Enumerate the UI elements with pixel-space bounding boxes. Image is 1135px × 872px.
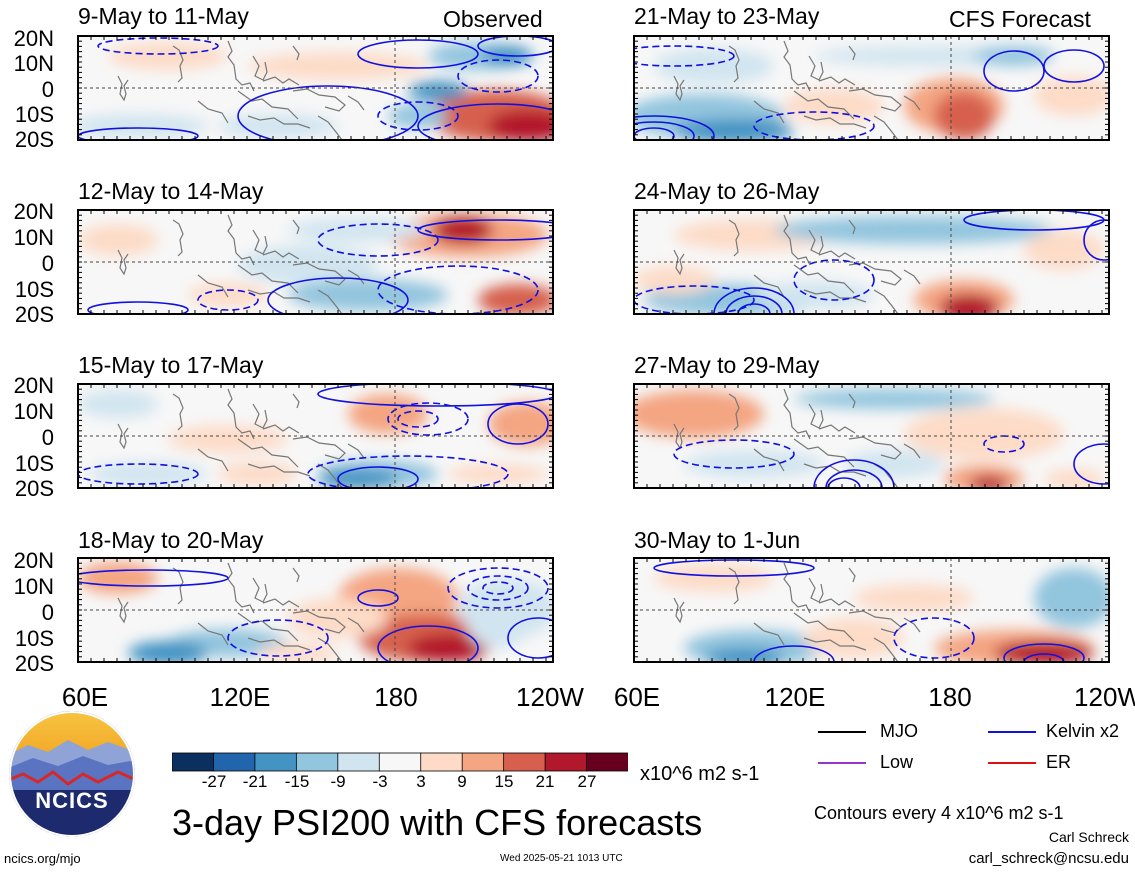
legend-low-label: Low: [880, 752, 914, 772]
cb-tick: -3: [372, 772, 388, 791]
observed-label: Observed: [443, 6, 543, 32]
lon-60e: 60E: [61, 682, 109, 712]
map-panel-8: [633, 557, 1110, 663]
logo-text: NCICS: [35, 788, 109, 813]
main-title: 3-day PSI200 with CFS forecasts: [172, 802, 703, 843]
lat-20s: 20S: [14, 651, 54, 676]
lon-180: 180: [928, 682, 972, 712]
map-panel-2: [77, 209, 554, 315]
colorbar-segment: [544, 752, 588, 772]
website: ncics.org/mjo: [4, 851, 81, 866]
legend-er-label: ER: [1046, 752, 1072, 772]
colorbar-segment: [503, 752, 546, 772]
colorbar-segment: [295, 752, 339, 772]
map-panel-6: [633, 209, 1110, 315]
ncics-logo: NCICS: [8, 710, 136, 838]
panel-title-left-4: 18-May to 20-May: [78, 527, 264, 553]
timestamp: Wed 2025-05-21 1013 UTC: [500, 853, 623, 864]
colorbar-units: x10^6 m2 s-1: [640, 763, 760, 785]
lat-20s: 20S: [14, 127, 54, 152]
lat-20n: 20N: [13, 373, 54, 398]
lat-0: 0: [41, 77, 54, 102]
lat-0: 0: [41, 600, 54, 625]
map-panel-3: [77, 383, 554, 489]
colorbar-segment: [337, 752, 381, 772]
lon-120w: 120W: [1074, 682, 1135, 712]
panel-title-right-2: 24-May to 26-May: [634, 178, 820, 204]
lat-10s: 10S: [14, 626, 54, 651]
lat-10n: 10N: [13, 574, 54, 599]
legend-low-line: [818, 762, 866, 764]
colorbar-segment: [378, 752, 422, 772]
legend-mjo-label: MJO: [880, 721, 918, 741]
lat-10n: 10N: [13, 225, 54, 250]
colorbar-segment: [254, 752, 298, 772]
panel-title-left-3: 15-May to 17-May: [78, 352, 264, 378]
map-panels: [77, 35, 1110, 663]
ncics-logo-graphic: [9, 711, 135, 837]
lat-10s: 10S: [14, 451, 54, 476]
colorbar-segment: [461, 752, 505, 772]
panel-title-right-4: 30-May to 1-Jun: [634, 527, 801, 553]
panel-title-left-2: 12-May to 14-May: [78, 178, 264, 204]
legend-kelvin-label: Kelvin x2: [1046, 721, 1120, 741]
colorbar-segment: [213, 752, 256, 772]
colorbar-segment: [172, 752, 215, 772]
lat-10s: 10S: [14, 277, 54, 302]
panel-title-left-1: 9-May to 11-May: [78, 3, 249, 29]
cb-tick: 21: [535, 772, 555, 791]
lat-10s: 10S: [14, 102, 54, 127]
lat-20n: 20N: [13, 199, 54, 224]
map-panel-7: [633, 383, 1110, 489]
cfs-forecast-label: CFS Forecast: [949, 6, 1091, 32]
lat-10n: 10N: [13, 399, 54, 424]
lon-120e: 120E: [764, 682, 826, 712]
map-panel-1: [77, 35, 554, 141]
cb-tick: -15: [284, 772, 310, 791]
map-panel-4: [77, 557, 554, 663]
lat-20s: 20S: [14, 302, 54, 327]
lon-120w: 120W: [516, 682, 584, 712]
cb-tick: 3: [416, 772, 426, 791]
cb-tick: -9: [330, 772, 346, 791]
lat-0: 0: [41, 425, 54, 450]
cb-tick: -27: [201, 772, 227, 791]
email: carl_schreck@ncsu.edu: [968, 850, 1129, 867]
colorbar-segment: [420, 752, 464, 772]
lon-60e: 60E: [613, 682, 661, 712]
lon-180: 180: [374, 682, 418, 712]
lat-20n: 20N: [13, 548, 54, 573]
lat-10n: 10N: [13, 51, 54, 76]
legend-kelvin-line: [988, 731, 1036, 733]
cb-tick: 9: [457, 772, 467, 791]
author: Carl Schreck: [1048, 829, 1129, 845]
cb-tick: 27: [577, 772, 597, 791]
panel-title-right-3: 27-May to 29-May: [634, 352, 820, 378]
lat-0: 0: [41, 251, 54, 276]
lat-20n: 20N: [13, 26, 54, 51]
panel-title-right-1: 21-May to 23-May: [634, 3, 820, 29]
map-panel-5: [633, 35, 1110, 141]
colorbar-segment: [586, 752, 628, 772]
legend-er-line: [988, 762, 1036, 764]
cb-tick: 15: [494, 772, 514, 791]
colorbar: [172, 752, 628, 772]
lon-120e: 120E: [209, 682, 271, 712]
cb-tick: -21: [242, 772, 268, 791]
legend-mjo-line: [818, 731, 866, 733]
contour-note: Contours every 4 x10^6 m2 s-1: [814, 803, 1064, 823]
lat-20s: 20S: [14, 476, 54, 501]
